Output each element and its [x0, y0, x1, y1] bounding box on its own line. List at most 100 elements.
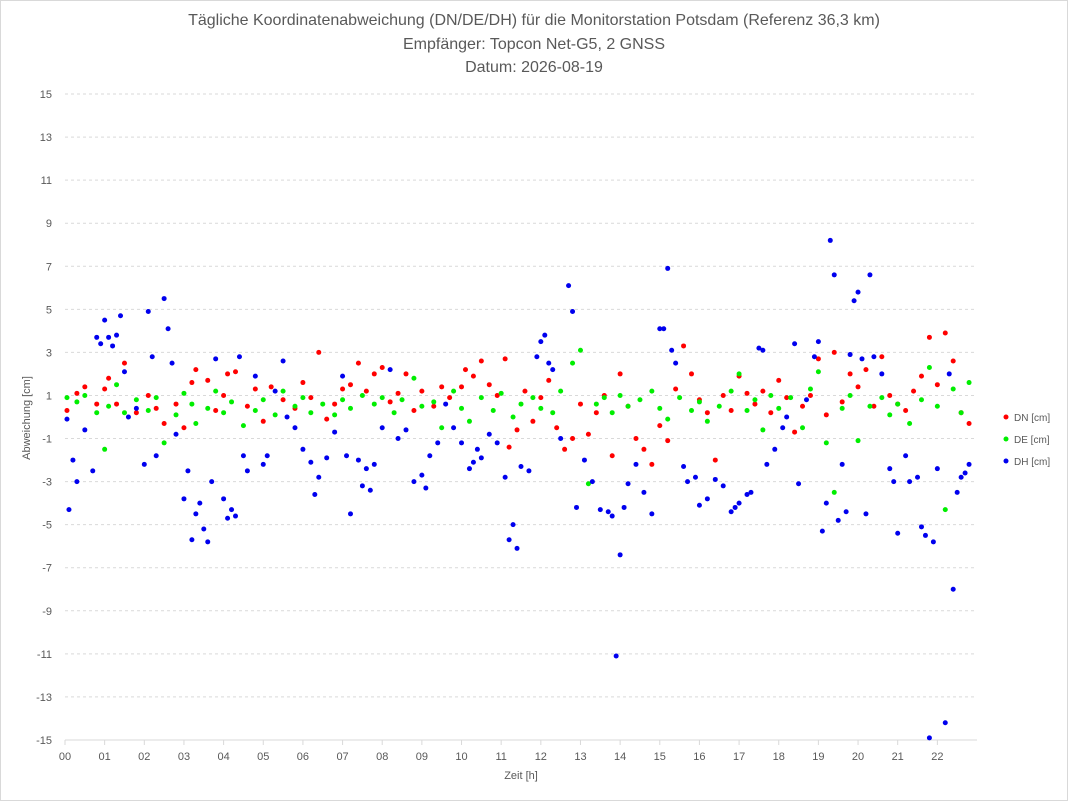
data-point	[823, 500, 829, 506]
grid-lines	[65, 93, 977, 741]
y-tick-label: 3	[46, 347, 52, 359]
data-point	[316, 349, 322, 355]
data-point	[649, 461, 655, 467]
data-point	[803, 397, 809, 403]
data-point	[324, 416, 330, 422]
data-point	[597, 507, 603, 513]
data-point	[859, 356, 865, 362]
data-point	[538, 405, 544, 411]
data-point	[796, 481, 802, 487]
x-tick-label: 03	[178, 751, 190, 763]
data-point	[74, 390, 80, 396]
data-point	[64, 395, 70, 401]
x-tick-label: 09	[416, 751, 428, 763]
data-point	[657, 326, 663, 332]
data-point	[942, 507, 948, 513]
data-point	[550, 410, 556, 416]
data-point	[558, 388, 564, 394]
data-point	[728, 388, 734, 394]
data-point	[518, 401, 524, 407]
data-point	[792, 429, 798, 435]
x-tick-label: 22	[931, 751, 943, 763]
data-point	[617, 552, 623, 558]
data-point	[720, 483, 726, 489]
data-point	[240, 453, 246, 459]
data-point	[942, 330, 948, 336]
data-point	[332, 412, 338, 418]
data-point	[395, 436, 401, 442]
data-point	[847, 392, 853, 398]
data-point	[133, 410, 139, 416]
data-point	[784, 414, 790, 420]
data-point	[371, 371, 377, 377]
data-point	[98, 341, 104, 347]
data-point	[347, 382, 353, 388]
y-tick-label: 5	[46, 304, 52, 316]
data-point	[193, 420, 199, 426]
data-point	[847, 352, 853, 358]
data-point	[926, 364, 932, 370]
data-point	[581, 457, 587, 463]
data-point	[641, 446, 647, 452]
data-point	[252, 386, 258, 392]
x-tick-label: 16	[693, 751, 705, 763]
x-tick-label: 11	[495, 751, 506, 763]
x-tick-label: 12	[535, 751, 547, 763]
data-point	[934, 466, 940, 472]
data-point	[490, 408, 496, 414]
data-point	[950, 386, 956, 392]
y-tick-label: 1	[46, 390, 52, 402]
data-point	[665, 438, 671, 444]
data-point	[486, 382, 492, 388]
data-point	[173, 412, 179, 418]
data-point	[340, 373, 346, 379]
data-point	[320, 401, 326, 407]
data-point	[633, 436, 639, 442]
data-point	[851, 298, 857, 304]
data-point	[918, 397, 924, 403]
x-tick-label: 13	[574, 751, 586, 763]
data-point	[106, 403, 112, 409]
data-point	[161, 440, 167, 446]
data-point	[728, 408, 734, 414]
data-point	[918, 373, 924, 379]
data-point	[585, 431, 591, 437]
data-point	[205, 539, 211, 545]
data-point	[855, 289, 861, 295]
data-point	[542, 332, 548, 338]
data-point	[161, 420, 167, 426]
data-point	[324, 455, 330, 461]
data-point	[530, 395, 536, 401]
data-point	[895, 401, 901, 407]
data-point	[696, 399, 702, 405]
data-point	[633, 461, 639, 467]
data-point	[926, 334, 932, 340]
data-point	[403, 427, 409, 433]
data-point	[153, 453, 159, 459]
data-point	[252, 408, 258, 414]
y-tick-label: -3	[42, 477, 52, 489]
data-point	[930, 539, 936, 545]
legend-marker	[1003, 436, 1009, 442]
data-point	[807, 392, 813, 398]
data-point	[363, 466, 369, 472]
data-point	[514, 427, 520, 433]
x-tick-label: 18	[773, 751, 785, 763]
data-point	[90, 468, 96, 474]
data-point	[439, 384, 445, 390]
data-point	[82, 392, 88, 398]
data-point	[466, 418, 472, 424]
data-point	[554, 425, 560, 431]
data-point	[768, 392, 774, 398]
data-point	[780, 425, 786, 431]
data-point	[677, 395, 683, 401]
data-point	[74, 479, 80, 485]
data-point	[94, 401, 100, 407]
data-point	[776, 405, 782, 411]
data-point	[209, 479, 215, 485]
data-point	[518, 464, 524, 470]
data-point	[447, 395, 453, 401]
data-point	[903, 453, 909, 459]
data-point	[736, 371, 742, 377]
data-point	[272, 412, 278, 418]
